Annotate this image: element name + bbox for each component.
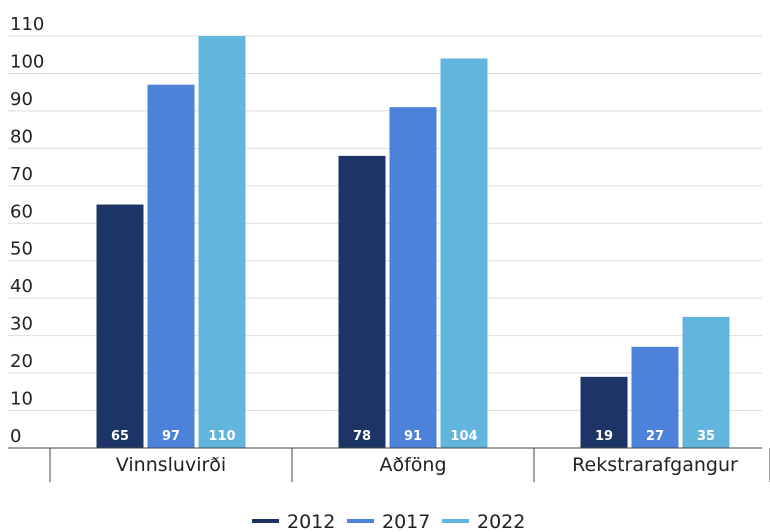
y-tick-label-40: 40 bbox=[10, 276, 33, 297]
y-tick-label-110: 110 bbox=[10, 14, 44, 35]
x-axis: Vinnsluvirði Aðföng Rekstrarafgangur bbox=[8, 447, 770, 482]
y-tick-label-20: 20 bbox=[10, 351, 33, 372]
legend-label-2012: 2012 bbox=[287, 511, 335, 532]
data-label-Aðföng-2017: 91 bbox=[404, 429, 422, 444]
bar-Vinnsluvirði-2012 bbox=[96, 204, 144, 448]
data-label-Rekstrarafgangur-2017: 27 bbox=[646, 429, 664, 444]
bar-Rekstrarafgangur-2022 bbox=[682, 316, 730, 448]
legend: 2012 2017 2022 bbox=[252, 511, 525, 532]
bar-Aðföng-2022 bbox=[440, 58, 488, 449]
bar-Vinnsluvirði-2022 bbox=[198, 36, 246, 448]
y-tick-label-90: 90 bbox=[10, 89, 33, 110]
y-tick-label-30: 30 bbox=[10, 314, 33, 335]
y-tick-label-10: 10 bbox=[10, 389, 33, 410]
y-tick-label-80: 80 bbox=[10, 126, 33, 147]
y-tick-label-0: 0 bbox=[10, 426, 21, 447]
data-label-Aðföng-2012: 78 bbox=[353, 429, 371, 444]
data-label-Vinnsluvirði-2012: 65 bbox=[111, 429, 129, 444]
legend-label-2022: 2022 bbox=[477, 511, 525, 532]
y-tick-label-70: 70 bbox=[10, 164, 33, 185]
data-label-Vinnsluvirði-2017: 97 bbox=[162, 429, 180, 444]
data-label-Rekstrarafgangur-2022: 35 bbox=[697, 429, 715, 444]
bar-Rekstrarafgangur-2017 bbox=[631, 346, 679, 448]
x-category-label-2: Rekstrarafgangur bbox=[572, 454, 738, 476]
bar-Vinnsluvirði-2017 bbox=[147, 84, 195, 448]
bars bbox=[96, 36, 730, 449]
bar-Aðföng-2012 bbox=[338, 155, 386, 448]
data-label-Aðföng-2022: 104 bbox=[450, 429, 477, 444]
bar-Aðföng-2017 bbox=[389, 107, 437, 448]
y-tick-label-50: 50 bbox=[10, 239, 33, 260]
x-category-label-0: Vinnsluvirði bbox=[116, 454, 226, 476]
data-label-Vinnsluvirði-2022: 110 bbox=[208, 429, 235, 444]
data-label-Rekstrarafgangur-2012: 19 bbox=[595, 429, 613, 444]
bar-Rekstrarafgangur-2012 bbox=[580, 376, 628, 448]
y-axis-ticks: 0 10 20 30 40 50 60 70 80 90 100 110 bbox=[10, 14, 44, 447]
x-category-label-1: Aðföng bbox=[379, 454, 446, 476]
y-tick-label-100: 100 bbox=[10, 51, 44, 72]
y-tick-label-60: 60 bbox=[10, 201, 33, 222]
legend-label-2017: 2017 bbox=[382, 511, 430, 532]
data-labels: 65 97 110 78 91 104 19 27 35 bbox=[111, 429, 715, 444]
